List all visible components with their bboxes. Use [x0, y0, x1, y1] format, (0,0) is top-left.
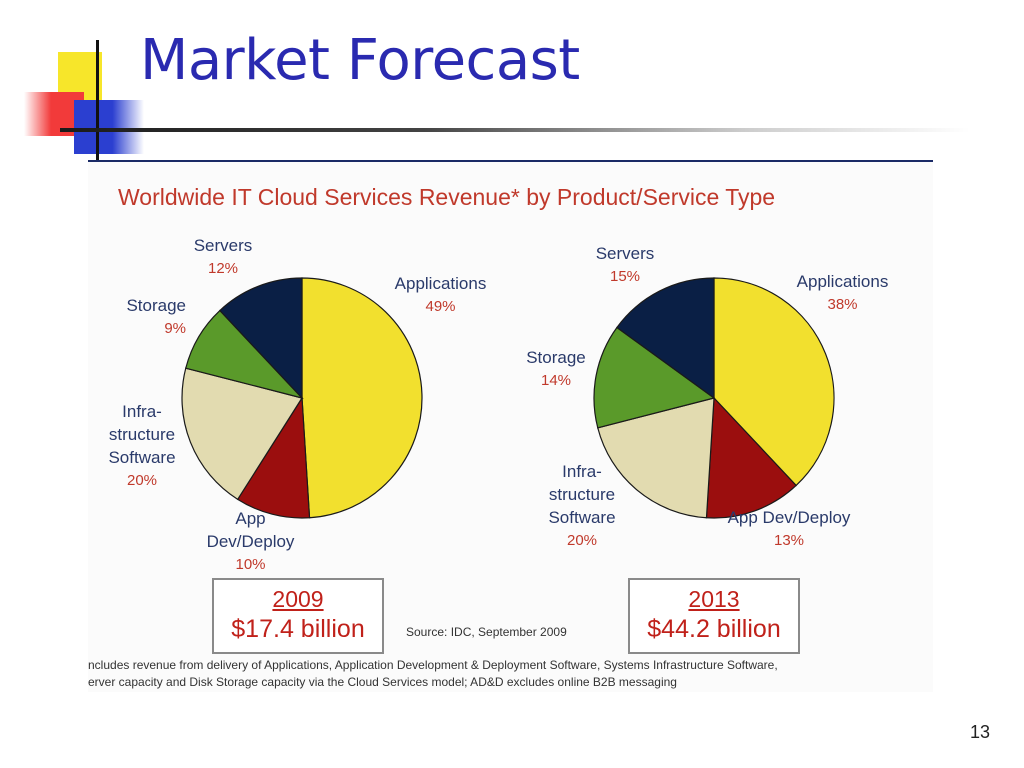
slide-title: Market Forecast [140, 28, 580, 93]
logo-vertical-line [96, 40, 99, 160]
label-2013-servers: Servers 15% [595, 244, 655, 285]
label-2013-infrastructure: Infra-structure Software 20% [548, 462, 616, 549]
footnote-line-1: ncludes revenue from delivery of Applica… [88, 658, 778, 672]
label-2013-applications: Applications 38% [796, 272, 889, 313]
pie-slice-2013-servers [616, 277, 715, 400]
year-box-2009: 2009 $17.4 billion [212, 578, 384, 654]
title-rule [60, 128, 970, 132]
label-2009-infrastructure: Infra-structure Software 20% [108, 402, 176, 489]
pie-slice-2013-infrastructure-software [597, 397, 715, 519]
label-2013-storage: Storage 14% [526, 348, 586, 389]
year-box-2013: 2013 $44.2 billion [628, 578, 800, 654]
label-2009-servers: Servers 12% [193, 236, 253, 277]
year-2013: 2013 [688, 586, 740, 612]
page-number: 13 [969, 722, 990, 742]
label-2013-appdev: App Dev/Deploy 13% [727, 508, 851, 549]
pie-slice-2013-storage [593, 326, 716, 429]
pie-slice-2009-infrastructure-software [181, 367, 303, 501]
chart-title: Worldwide IT Cloud Services Revenue* by … [118, 184, 776, 210]
source-note: Source: IDC, September 2009 [406, 625, 567, 639]
footnote: ncludes revenue from delivery of Applica… [88, 657, 933, 691]
pie-slice-2009-servers [219, 277, 303, 400]
pie-slice-2009-applications [301, 277, 423, 519]
total-2009: $17.4 billion [231, 615, 365, 643]
footnote-line-2: erver capacity and Disk Storage capacity… [88, 675, 677, 689]
label-2009-storage: Storage 9% [126, 296, 186, 337]
logo-blue-square [74, 100, 144, 154]
label-2009-appdev: App Dev/Deploy 10% [206, 509, 295, 573]
pie-slice-2009-app-dev-deploy [236, 396, 311, 519]
pie-slice-2013-applications [713, 277, 835, 487]
year-2009: 2009 [272, 586, 324, 612]
pie-chart-2009 [181, 277, 835, 519]
slide-logo [22, 40, 162, 165]
pie-slice-2013-app-dev-deploy [705, 396, 797, 519]
chart-figure: Worldwide IT Cloud Services Revenue* by … [88, 160, 933, 692]
total-2013: $44.2 billion [647, 615, 781, 643]
label-2009-applications: Applications 49% [394, 274, 487, 315]
